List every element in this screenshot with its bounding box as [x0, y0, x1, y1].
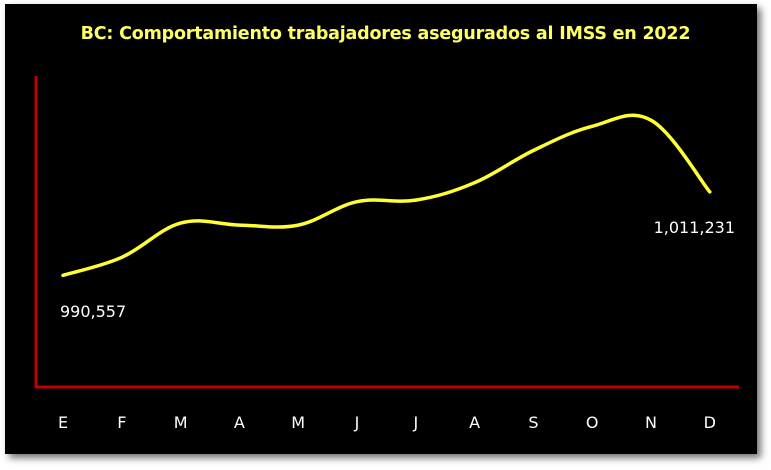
x-tick-label: M: [291, 413, 305, 432]
x-tick-label: A: [469, 413, 480, 432]
data-label: 990,557: [60, 302, 126, 321]
x-tick-label: E: [58, 413, 68, 432]
x-tick-label: M: [174, 413, 188, 432]
x-tick-label: J: [412, 413, 418, 432]
x-tick-label: D: [704, 413, 716, 432]
data-labels: 990,557 1,011,231: [60, 218, 735, 321]
x-tick-label: A: [234, 413, 245, 432]
data-label: 1,011,231: [654, 218, 735, 237]
series-line: [61, 113, 712, 278]
x-tick-label: O: [586, 413, 599, 432]
chart-frame: [5, 4, 757, 454]
x-tick-label: F: [117, 413, 126, 432]
chart-title: BC: Comportamiento trabajadores asegurad…: [80, 24, 691, 44]
x-tick-label: J: [354, 413, 360, 432]
x-tick-label: N: [645, 413, 657, 432]
x-tick-label: S: [528, 413, 538, 432]
